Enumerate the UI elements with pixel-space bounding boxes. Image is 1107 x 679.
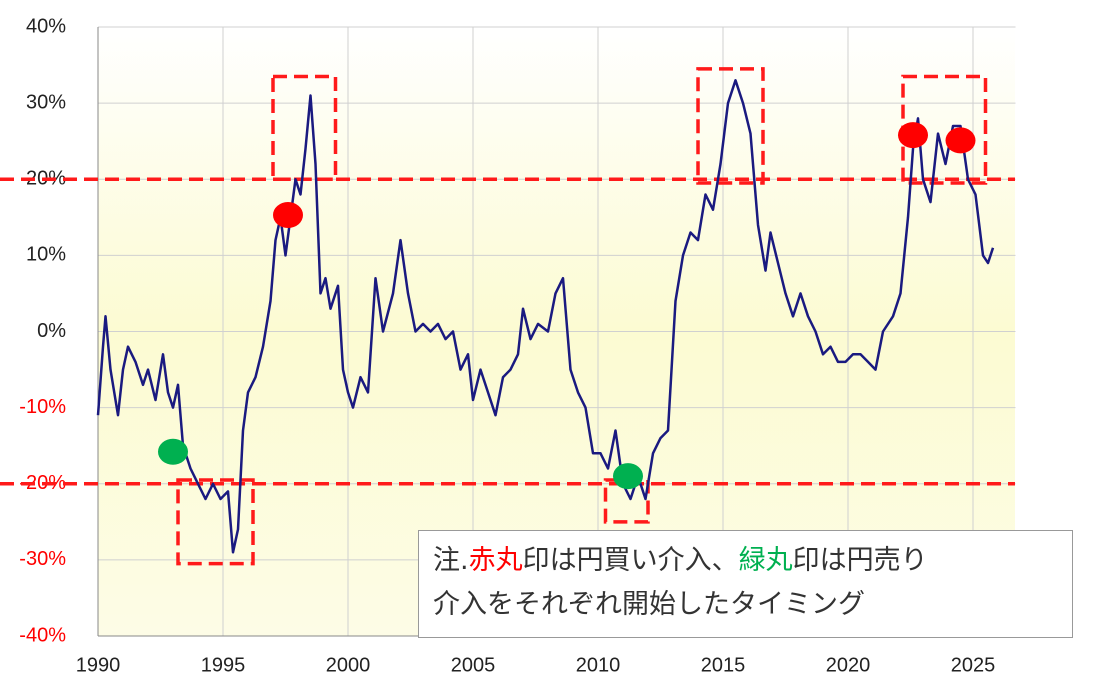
highlight-box [176, 478, 255, 566]
x-tick-label: 2025 [951, 654, 996, 676]
x-tick-label: 2010 [576, 654, 621, 676]
data-line [96, 79, 995, 554]
y-tick-label: 40% [26, 15, 66, 37]
y-tick-label: 10% [26, 244, 66, 266]
intervention-marker [273, 202, 303, 229]
note-line: 介入をそれぞれ開始したタイミング [433, 583, 1058, 627]
x-tick-label: 2015 [701, 654, 746, 676]
y-tick-label: -40% [19, 624, 66, 646]
x-tick-label: 2020 [826, 654, 871, 676]
note-text: 印は円買い介入、 [522, 545, 739, 576]
note-box: 注.赤丸印は円買い介入、緑丸印は円売り介入をそれぞれ開始したタイミング [418, 530, 1073, 638]
note-text: 緑丸 [738, 545, 793, 576]
intervention-marker [898, 122, 928, 149]
x-tick-label: 1990 [76, 654, 121, 676]
intervention-marker [158, 438, 188, 465]
highlight-box [271, 74, 338, 181]
highlight-box [696, 67, 765, 185]
y-tick-label: 30% [26, 91, 66, 113]
x-tick-label: 2000 [326, 654, 371, 676]
intervention-marker [945, 127, 976, 154]
note-text: 赤丸 [468, 545, 523, 576]
note-text: 注. [433, 545, 469, 576]
note-line: 注.赤丸印は円買い介入、緑丸印は円売り [433, 539, 1058, 583]
note-text: 介入をそれぞれ開始したタイミング [433, 589, 865, 620]
y-tick-label: 0% [37, 320, 66, 342]
intervention-marker [613, 463, 643, 490]
y-tick-label: -10% [19, 396, 66, 418]
x-tick-label: 1995 [201, 654, 246, 676]
x-tick-label: 2005 [451, 654, 496, 676]
y-tick-label: -30% [19, 548, 66, 570]
note-text: 印は円売り [792, 545, 928, 576]
